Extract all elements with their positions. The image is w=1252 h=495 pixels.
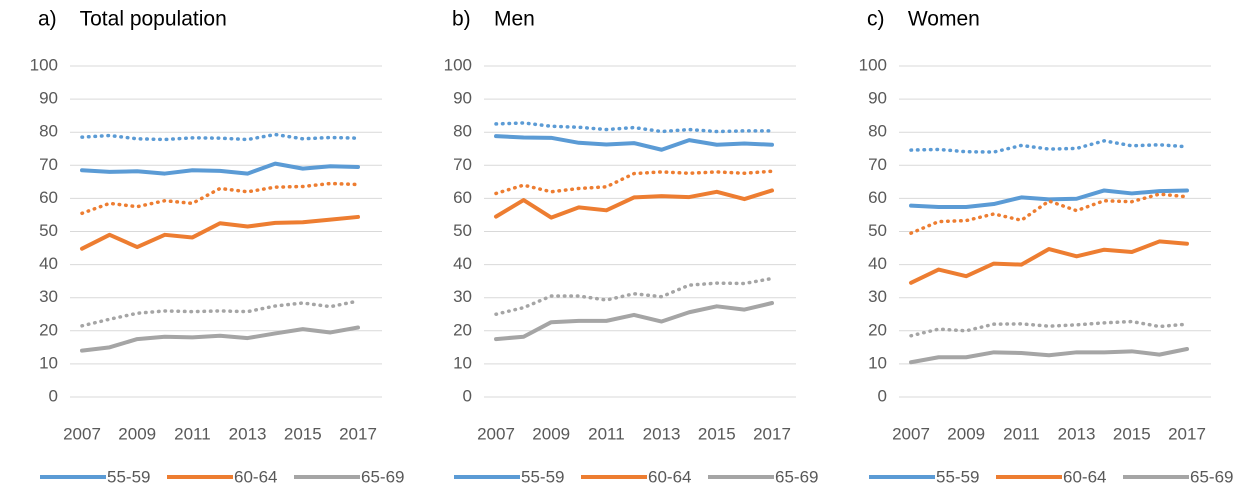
x-tick-label: 2011 — [174, 424, 211, 443]
y-tick-label: 70 — [453, 155, 472, 174]
x-tick-label: 2011 — [588, 424, 625, 443]
y-tick-label: 100 — [30, 55, 58, 74]
legend-label: 65-69 — [775, 467, 818, 486]
y-tick-label: 80 — [39, 122, 58, 141]
legend-label: 60-64 — [648, 467, 691, 486]
line — [909, 239, 1189, 285]
y-tick-label: 50 — [868, 221, 887, 240]
x-tick-label: 2015 — [284, 424, 322, 443]
y-tick-label: 50 — [39, 221, 58, 240]
line — [494, 188, 774, 220]
x-tick-label: 2013 — [643, 424, 681, 443]
x-tick-label: 2017 — [1168, 424, 1206, 443]
dotted-line — [494, 169, 774, 196]
x-tick-label: 2015 — [1113, 424, 1151, 443]
line — [80, 325, 360, 353]
legend-label: 65-69 — [361, 467, 404, 486]
x-tick-label: 2011 — [1003, 424, 1040, 443]
x-tick-label: 2007 — [63, 424, 101, 443]
y-tick-label: 20 — [868, 320, 887, 339]
y-tick-label: 50 — [453, 221, 472, 240]
chart-title: b) Men — [452, 8, 535, 31]
line — [909, 188, 1189, 210]
chart-title: a) Total population — [38, 8, 227, 31]
y-tick-label: 0 — [463, 386, 472, 405]
legend-label: 55-59 — [521, 467, 564, 486]
dotted-line — [80, 181, 360, 216]
y-tick-label: 100 — [444, 55, 472, 74]
legend-label: 65-69 — [1190, 467, 1233, 486]
y-tick-label: 70 — [39, 155, 58, 174]
y-tick-label: 10 — [453, 353, 472, 372]
y-tick-label: 20 — [453, 320, 472, 339]
y-tick-label: 100 — [859, 55, 887, 74]
dotted-line — [909, 139, 1189, 154]
dotted-line — [80, 132, 360, 142]
legend-label: 60-64 — [234, 467, 277, 486]
x-tick-label: 2013 — [1058, 424, 1096, 443]
y-tick-label: 10 — [868, 353, 887, 372]
y-tick-label: 80 — [453, 122, 472, 141]
x-tick-label: 2007 — [477, 424, 515, 443]
y-tick-label: 60 — [39, 188, 58, 207]
x-tick-label: 2009 — [118, 424, 156, 443]
y-tick-label: 90 — [453, 89, 472, 108]
dotted-line — [909, 192, 1189, 235]
y-tick-label: 30 — [453, 287, 472, 306]
line — [80, 161, 360, 176]
y-tick-label: 80 — [868, 122, 887, 141]
x-tick-label: 2015 — [698, 424, 736, 443]
x-tick-label: 2017 — [753, 424, 791, 443]
y-tick-label: 90 — [39, 89, 58, 108]
y-tick-label: 20 — [39, 320, 58, 339]
dotted-line — [494, 121, 774, 134]
legend-label: 55-59 — [107, 467, 150, 486]
x-tick-label: 2017 — [339, 424, 377, 443]
line — [494, 300, 774, 342]
y-tick-label: 40 — [453, 254, 472, 273]
x-tick-label: 2007 — [892, 424, 930, 443]
x-tick-label: 2009 — [947, 424, 985, 443]
legend-label: 55-59 — [936, 467, 979, 486]
line — [909, 347, 1189, 365]
y-tick-label: 0 — [878, 386, 887, 405]
dotted-line — [909, 319, 1189, 338]
y-tick-label: 60 — [453, 188, 472, 207]
y-tick-label: 60 — [868, 188, 887, 207]
y-tick-label: 10 — [39, 353, 58, 372]
y-tick-label: 40 — [39, 254, 58, 273]
y-tick-label: 30 — [868, 287, 887, 306]
y-tick-label: 70 — [868, 155, 887, 174]
x-tick-label: 2009 — [532, 424, 570, 443]
dotted-line — [80, 299, 360, 328]
y-tick-label: 90 — [868, 89, 887, 108]
x-tick-label: 2013 — [229, 424, 267, 443]
chart-title: c) Women — [867, 8, 980, 31]
line — [80, 214, 360, 251]
y-tick-label: 40 — [868, 254, 887, 273]
y-tick-label: 0 — [49, 386, 58, 405]
y-tick-label: 30 — [39, 287, 58, 306]
dotted-line — [494, 276, 774, 316]
line — [494, 134, 774, 152]
legend-label: 60-64 — [1063, 467, 1106, 486]
